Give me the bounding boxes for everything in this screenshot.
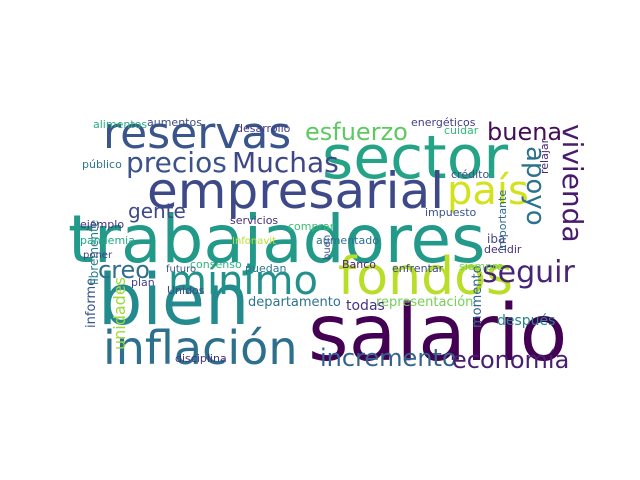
word: ejemplo xyxy=(80,218,124,231)
word: puedan xyxy=(245,262,286,275)
word: consenso xyxy=(190,258,242,271)
word: departamento xyxy=(248,295,341,310)
word: todas xyxy=(346,298,385,314)
word: plan xyxy=(131,276,155,289)
word: momento xyxy=(470,265,485,328)
word: esfuerzo xyxy=(305,118,408,146)
word: poner xyxy=(83,250,113,261)
word: fondos xyxy=(338,247,513,307)
word: inflación xyxy=(103,321,297,375)
word: crédito xyxy=(451,168,489,181)
word: Banco xyxy=(342,258,376,271)
word: economía xyxy=(452,346,569,374)
word: enfrentar xyxy=(392,262,444,275)
word: cuidar xyxy=(444,124,479,137)
word: energéticos xyxy=(411,116,476,129)
word: representación xyxy=(376,295,473,310)
word: libremente xyxy=(87,220,101,285)
word: bien xyxy=(98,259,249,341)
word: relajar xyxy=(538,138,551,174)
word: seguir xyxy=(482,255,575,290)
word: reservas xyxy=(103,108,291,159)
word: aumentado xyxy=(316,234,379,247)
word: trabajadores xyxy=(68,201,486,278)
word: Muchas xyxy=(232,146,339,179)
word: unidades xyxy=(110,277,129,350)
word: incremento xyxy=(320,344,457,372)
word: después xyxy=(497,313,555,329)
word: país xyxy=(447,168,529,214)
word: mínimo xyxy=(168,258,318,304)
word: pandemia xyxy=(80,234,135,247)
word: alimentos xyxy=(93,118,147,131)
word: sector xyxy=(322,123,508,193)
word: aumentos xyxy=(147,116,202,129)
word: precios xyxy=(126,146,227,179)
word: creo xyxy=(98,256,150,284)
word: disciplina xyxy=(175,352,227,365)
word: gente xyxy=(128,199,186,223)
word: salario xyxy=(308,289,567,379)
word: impuesto xyxy=(425,206,477,219)
word: siempre xyxy=(459,260,504,273)
word: buen xyxy=(322,235,333,260)
word: decidir xyxy=(484,243,522,256)
word: Infonavit xyxy=(232,236,276,247)
word: importante xyxy=(496,190,509,251)
word: desarrollo xyxy=(236,122,291,135)
word: servicios xyxy=(230,214,278,227)
word: buena xyxy=(487,118,562,146)
word: vivienda xyxy=(556,124,589,243)
word: comprar xyxy=(288,220,335,233)
word: informe xyxy=(84,278,99,328)
word: futuro xyxy=(166,264,196,275)
word: público xyxy=(82,158,122,171)
word: iba xyxy=(487,232,505,246)
word: Unidos xyxy=(167,284,205,297)
word: empresarial xyxy=(147,162,444,220)
word: apoyo xyxy=(520,146,550,226)
